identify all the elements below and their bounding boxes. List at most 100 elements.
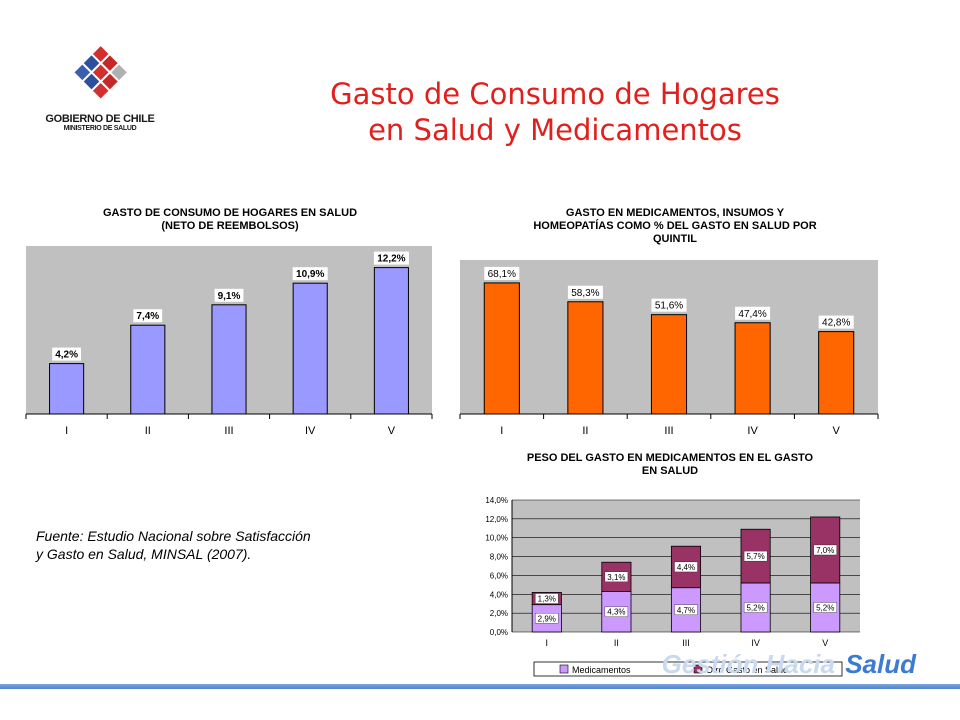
chart2-data-label: 68,1% xyxy=(488,269,516,280)
chart2-data-label: 51,6% xyxy=(655,301,683,312)
logo-line2: MINISTERIO DE SALUD xyxy=(63,125,137,132)
chart2-bar xyxy=(483,282,520,415)
chart2-category-label: II xyxy=(582,425,588,437)
chart1-category-label: II xyxy=(145,425,151,437)
chart1-household-health-spending: 4,2% I 7,4% II 9,1% III 10,9% IV 12,2% V xyxy=(25,246,433,437)
chart1-data-label: 4,2% xyxy=(55,350,78,361)
chart1-category-label: III xyxy=(224,425,233,437)
chart3-y-tick-label: 2,0% xyxy=(490,609,508,618)
chart3-y-tick-label: 6,0% xyxy=(490,571,508,580)
chart1-category-label: I xyxy=(65,425,68,437)
chart1-data-label-bg xyxy=(133,309,163,323)
chart2-data-label-bg xyxy=(651,298,687,312)
chart2-bar xyxy=(734,322,771,415)
chart3-y-tick-label: 4,0% xyxy=(490,590,508,599)
chart3-y-tick-label: 0,0% xyxy=(490,628,508,637)
chart3-data-label: 5,2% xyxy=(746,603,764,612)
chart2-bar xyxy=(818,331,855,415)
chart3-data-label: 4,4% xyxy=(677,563,695,572)
chart2-data-label: 47,4% xyxy=(738,309,766,320)
chart3-legend-swatch xyxy=(559,664,569,674)
chart3-title: PESO DEL GASTO EN MEDICAMENTOS EN EL GAS… xyxy=(470,452,870,478)
chart1-data-label-bg xyxy=(292,267,328,281)
chart1-title: GASTO DE CONSUMO DE HOGARES EN SALUD (NE… xyxy=(30,207,430,233)
chart2-title-line2: HOMEOPATÍAS COMO % DEL GASTO EN SALUD PO… xyxy=(533,220,817,232)
chart1-bar xyxy=(373,267,409,415)
chart3-legend-label: Otro Gasto en Salud xyxy=(706,665,788,675)
chart3-category-label: II xyxy=(614,638,619,648)
chart2-data-label: 58,3% xyxy=(571,288,599,299)
source-line2: y Gasto en Salud, MINSAL (2007). xyxy=(36,546,252,562)
chart1-bar xyxy=(49,363,85,415)
chart2-data-label: 42,8% xyxy=(822,318,850,329)
chart2-data-label-bg xyxy=(484,266,520,280)
chart2-category-label: I xyxy=(500,425,503,437)
chart3-y-tick-label: 14,0% xyxy=(485,496,508,505)
chart2-category-label: IV xyxy=(747,425,758,437)
chart3-data-label-bg xyxy=(813,544,837,556)
logo-text: GOBIERNO DE CHILE MINISTERIO DE SALUD xyxy=(40,113,160,132)
page-title: Gasto de Consumo de Hogares en Salud y M… xyxy=(270,76,840,148)
chart2-category-label: V xyxy=(833,425,841,437)
source-line1: Fuente: Estudio Nacional sobre Satisfacc… xyxy=(36,528,311,544)
chart3-category-label: I xyxy=(546,638,549,648)
chart1-data-label: 12,2% xyxy=(377,254,405,265)
chart3-category-label: III xyxy=(682,638,690,648)
chart3-legend-label: Medicamentos xyxy=(572,665,631,675)
chart2-title: GASTO EN MEDICAMENTOS, INSUMOS Y HOMEOPA… xyxy=(470,207,880,246)
chart2-bar xyxy=(650,314,688,415)
chart3-data-label-bg xyxy=(813,602,837,613)
chart3-legend xyxy=(533,661,843,677)
chart1-title-line2: (NETO DE REEMBOLSOS) xyxy=(161,220,299,232)
chart3-data-label: 5,2% xyxy=(816,603,834,612)
chart1-data-label: 7,4% xyxy=(136,311,159,322)
chart1-bar xyxy=(130,324,166,415)
chart2-bar xyxy=(567,301,604,415)
chart3-legend-swatch xyxy=(693,664,703,674)
brand-ghost-text: Gestión Hacia xyxy=(661,649,835,679)
chart3-data-label-bg xyxy=(604,571,629,582)
chart1-data-label: 10,9% xyxy=(296,269,324,280)
chart2-data-label-bg xyxy=(735,306,771,320)
chart1-title-line1: GASTO DE CONSUMO DE HOGARES EN SALUD xyxy=(102,207,358,219)
chart1-data-label: 9,1% xyxy=(218,291,241,302)
brand-text: Salud xyxy=(845,649,916,679)
chart2-title-line1: GASTO EN MEDICAMENTOS, INSUMOS Y xyxy=(565,207,785,219)
chart3-data-label-bg xyxy=(743,602,768,613)
gobierno-logo-icon xyxy=(74,46,127,99)
chart3-y-tick-label: 8,0% xyxy=(490,553,508,562)
chart2-category-label: III xyxy=(664,425,673,437)
chart3-data-label: 3,1% xyxy=(607,573,625,582)
chart3-data-label: 7,0% xyxy=(816,546,834,555)
chart3-data-label-bg xyxy=(604,606,629,617)
chart3-y-tick-label: 12,0% xyxy=(485,515,508,524)
chart3-data-label: 5,7% xyxy=(746,552,764,561)
chart1-data-label-bg xyxy=(52,347,81,361)
page-title-line1: Gasto de Consumo de Hogares xyxy=(330,77,780,111)
chart3-medicines-weight-stacked: 0,0% 2,0% 4,0% 6,0% 8,0% 10,0% 12,0% 14,0% 2,9% 1… xyxy=(485,496,860,677)
chart1-bar xyxy=(292,282,328,415)
logo-line1: GOBIERNO DE CHILE xyxy=(45,113,155,125)
chart2-data-label-bg xyxy=(818,315,854,329)
chart2-title-line3: QUINTIL xyxy=(653,233,697,245)
chart1-data-label-bg xyxy=(214,288,244,302)
chart2-medicines-share: 68,1% I 58,3% II 51,6% III 47,4% IV 42,8% V xyxy=(459,260,879,437)
chart3-data-label: 1,3% xyxy=(538,595,556,604)
chart3-y-tick-label: 10,0% xyxy=(485,534,508,543)
chart1-data-label-bg xyxy=(373,251,409,265)
bottom-divider xyxy=(0,684,960,689)
chart3-category-label: IV xyxy=(751,638,760,648)
chart3-data-label: 4,7% xyxy=(677,606,695,615)
chart3-data-label-bg xyxy=(674,561,698,573)
chart3-data-label: 2,9% xyxy=(538,614,556,623)
page-title-line2: en Salud y Medicamentos xyxy=(368,113,742,147)
chart3-data-label-bg xyxy=(535,593,559,604)
chart3-data-label: 4,3% xyxy=(607,608,625,617)
chart3-category-label: V xyxy=(822,638,828,648)
source-note: Fuente: Estudio Nacional sobre Satisfacc… xyxy=(36,527,311,563)
chart3-data-label-bg xyxy=(674,604,698,615)
chart3-title-line1: PESO DEL GASTO EN MEDICAMENTOS EN EL GAS… xyxy=(526,452,814,464)
chart3-data-label-bg xyxy=(535,613,559,624)
chart1-bar xyxy=(211,304,247,415)
chart1-category-label: V xyxy=(388,425,396,437)
